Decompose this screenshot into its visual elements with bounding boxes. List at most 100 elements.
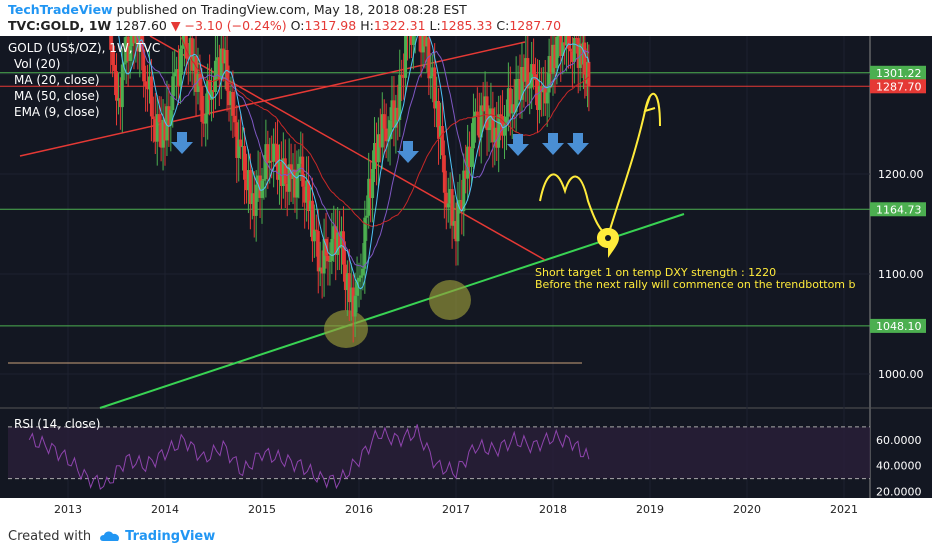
candle-body [450,189,454,226]
rsi-y-tick-label: 20.0000 [876,486,922,499]
candle-body [111,49,115,65]
author-link[interactable]: TechTradeView [8,2,113,17]
annotation-line-1: Short target 1 on temp DXY strength : 12… [535,266,776,279]
candle-body [301,156,305,187]
candle-body [126,36,130,62]
symbol-name: TVC:GOLD, 1W [8,18,112,33]
candle-body [277,161,281,180]
candle-body [386,139,390,142]
candle-body [456,200,460,242]
candle-body [169,110,173,126]
candle-body [256,175,260,185]
projection-path-down [539,173,609,237]
candle-body [194,56,198,92]
target-pin-icon [597,228,619,258]
candle-body [477,116,481,138]
candle-body [514,79,518,112]
candle-body [221,48,225,64]
rsi-y-tick-label: 60.0000 [876,434,922,447]
candle-body [109,36,113,50]
candle-body [444,192,448,208]
candle-body [341,231,345,265]
candle-body [177,69,181,86]
candle-body [380,114,384,148]
candle-body [516,78,520,80]
candle-body [349,287,353,303]
candle-body [471,116,475,149]
tradingview-link[interactable]: TradingView [125,528,216,544]
candle-body [347,273,351,303]
candle-body [524,58,528,82]
candle-body [411,36,415,45]
candle-body [489,108,493,128]
candle-body [568,48,572,52]
candle-body [179,48,183,86]
candle-body [365,215,369,218]
candle-body [567,36,571,49]
candle-body [309,200,312,211]
rsi-y-tick-label: 40.0000 [876,460,922,473]
candle-body [246,170,250,191]
candle-body [287,164,291,192]
candle-body [268,160,272,163]
candle-body [559,36,563,56]
candle-body [223,50,227,64]
candle-body [353,295,357,317]
candle-body [231,92,235,116]
x-tick-label: 2015 [248,503,276,516]
candle-body [487,127,491,131]
candle-body [448,189,452,204]
candle-body [528,87,532,89]
price-tag-bg-1 [870,65,926,80]
projection-arrowhead [643,95,656,113]
candle-body [583,42,587,75]
candle-body [182,36,186,46]
candle-body [252,193,256,216]
candle-body [188,38,192,60]
bottom-highlight-1 [324,310,368,348]
chart-canvas[interactable]: 1000.001100.001200.001300.00201320142015… [0,36,932,520]
candle-body [303,186,307,203]
created-with-text: Created with [8,528,92,544]
candle-body [142,49,146,82]
candle-body [433,67,437,109]
candle-body [219,48,223,80]
candle-body [330,238,334,261]
candle-body [384,128,388,142]
candle-body [204,114,208,124]
rsi-line [28,424,590,490]
price-tag-label: 1048.10 [876,320,922,333]
candle-body [512,104,516,112]
target-pin-hole [605,235,611,241]
candle-body [270,160,274,162]
down-arrow-icon-1 [171,132,193,154]
candle-body [361,268,365,276]
candle-body [297,163,301,173]
candle-body [367,178,371,216]
candle-body [338,232,342,249]
candle-body [572,38,576,62]
candle-body [116,98,120,101]
candle-body [208,80,212,100]
candle-body [501,116,505,136]
candle-body [312,229,316,242]
ema-9-line [118,36,590,290]
candle-body [147,76,151,90]
candle-body [165,106,169,141]
candle-body [425,37,429,47]
candle-body [508,88,512,114]
candle-body [215,57,219,61]
candle-body [398,74,402,120]
candle-body [235,122,239,158]
open-value: 1317.98 [304,18,357,33]
down-arrow-icon-5 [567,133,589,155]
candle-body [175,69,179,74]
rsi-title: RSI (14, close) [14,417,100,431]
last-price: 1287.60 [115,18,167,33]
candle-body [237,139,241,158]
candle-body [419,36,423,53]
candle-body [373,142,377,169]
candle-body [202,121,206,124]
annotation-line-2: Before the next rally will commence on t… [535,278,856,291]
down-arrow-icon-2 [397,141,419,163]
